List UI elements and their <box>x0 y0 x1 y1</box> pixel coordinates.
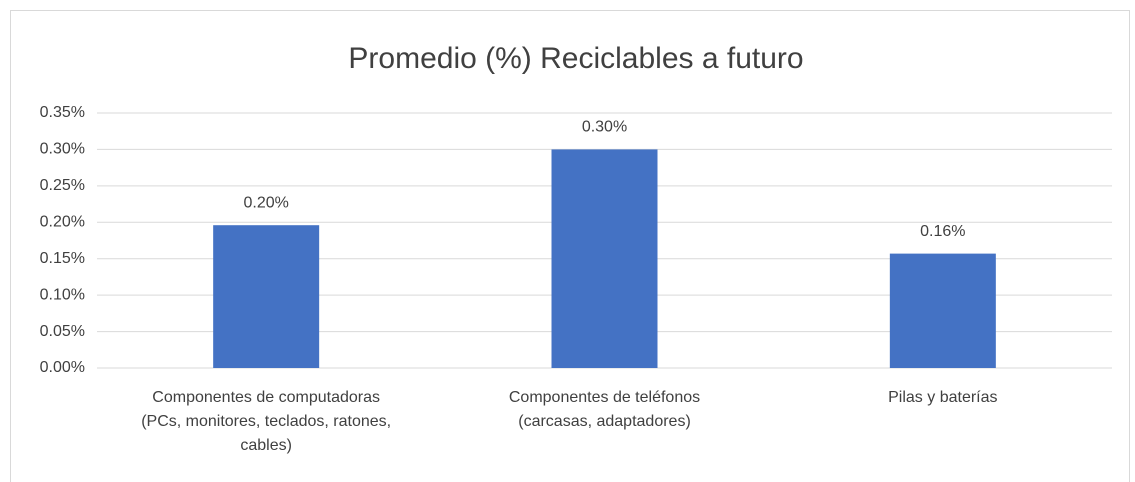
y-tick-label: 0.20% <box>40 214 85 231</box>
y-tick-label: 0.00% <box>40 359 85 376</box>
data-label: 0.30% <box>582 119 627 136</box>
x-tick-label: Componentes de teléfonos (carcasas, adap… <box>508 389 701 430</box>
y-tick-label: 0.30% <box>40 141 85 158</box>
y-tick-label: 0.15% <box>40 250 85 267</box>
data-label: 0.16% <box>920 223 965 240</box>
chart-title: Promedio (%) Reciclables a futuro <box>348 42 803 75</box>
x-tick-label: Componentes de computadoras (PCs, monito… <box>141 389 392 454</box>
y-tick-label: 0.25% <box>40 177 85 194</box>
bar <box>213 225 320 368</box>
y-tick-label: 0.10% <box>40 286 85 303</box>
y-tick-label: 0.35% <box>40 104 85 121</box>
bar <box>551 149 658 368</box>
bar <box>889 253 996 368</box>
data-label: 0.20% <box>243 194 288 211</box>
y-tick-label: 0.05% <box>40 323 85 340</box>
x-tick-label: Pilas y baterías <box>888 389 998 406</box>
